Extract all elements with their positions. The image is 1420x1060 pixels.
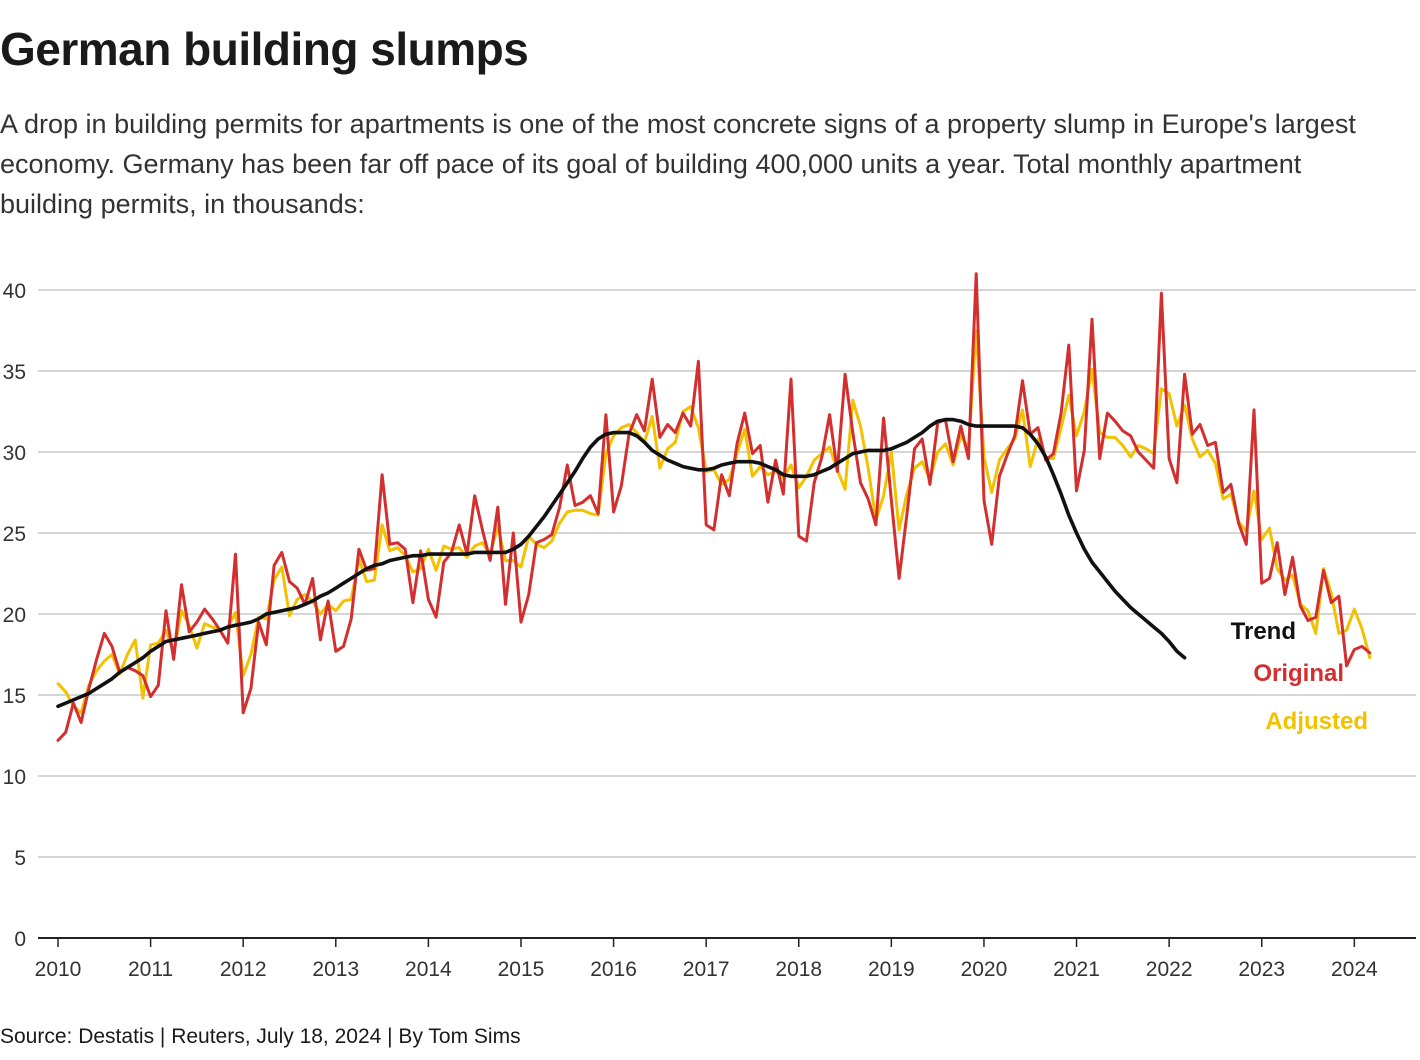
y-tick-label: 30 xyxy=(3,442,26,465)
x-tick-label: 2020 xyxy=(961,958,1008,981)
x-tick-label: 2022 xyxy=(1146,958,1193,981)
legend: Trend Original Adjusted xyxy=(1231,618,1368,735)
x-tick-label: 2021 xyxy=(1053,958,1100,981)
x-tick-label: 2012 xyxy=(220,958,267,981)
y-tick-label: 10 xyxy=(3,766,26,789)
x-tick-label: 2023 xyxy=(1238,958,1285,981)
chart-subtitle: A drop in building permits for apartment… xyxy=(0,109,1356,219)
x-tick-label: 2013 xyxy=(312,958,359,981)
series-lines xyxy=(56,272,1372,742)
series-line-trend xyxy=(56,417,1187,709)
x-tick-label: 2019 xyxy=(868,958,915,981)
y-tick-label: 20 xyxy=(3,604,26,627)
source-note: Source: Destatis | Reuters, July 18, 202… xyxy=(0,1025,521,1048)
series-line-original xyxy=(56,272,1372,742)
legend-label-adjusted: Adjusted xyxy=(1265,708,1368,735)
y-tick-label: 35 xyxy=(3,361,26,384)
x-tick-label: 2011 xyxy=(128,958,173,981)
y-tick-label: 5 xyxy=(14,847,26,870)
chart-title: German building slumps xyxy=(0,23,529,75)
x-tick-label: 2018 xyxy=(775,958,822,981)
y-tick-label: 0 xyxy=(14,928,26,951)
y-tick-label: 25 xyxy=(3,523,26,546)
x-axis-ticks: 2010 2011 2012 2013 2014 2015 2016 2017 2018 2019… xyxy=(35,938,1378,981)
y-gridlines xyxy=(38,289,1416,858)
x-tick-label: 2010 xyxy=(35,958,82,981)
y-tick-label: 40 xyxy=(3,280,26,303)
y-axis-ticks: 0 5 10 15 20 25 30 35 40 xyxy=(3,280,26,951)
legend-label-original: Original xyxy=(1253,660,1344,687)
x-tick-label: 2015 xyxy=(498,958,545,981)
y-tick-label: 15 xyxy=(3,685,26,708)
x-tick-label: 2024 xyxy=(1331,958,1378,981)
x-tick-label: 2017 xyxy=(683,958,730,981)
legend-label-trend: Trend xyxy=(1231,618,1296,645)
x-tick-label: 2014 xyxy=(405,958,452,981)
x-tick-label: 2016 xyxy=(590,958,637,981)
